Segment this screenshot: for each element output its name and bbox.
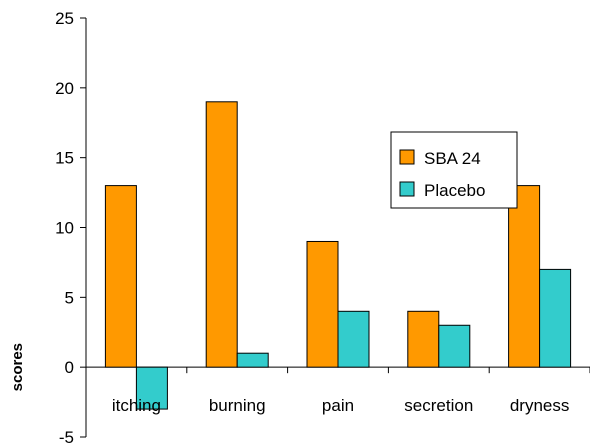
- y-axis-title: scores: [9, 343, 26, 391]
- y-tick-label: 20: [55, 79, 74, 98]
- y-tick-label: 5: [65, 288, 74, 307]
- y-tick-label: 15: [55, 149, 74, 168]
- y-tick-label: 25: [55, 9, 74, 28]
- bar-placebo-dryness: [539, 268, 572, 368]
- category-labels: itching burning pain secretion dryness: [112, 396, 570, 415]
- legend: SBA 24 Placebo: [390, 131, 518, 209]
- legend-label: SBA 24: [424, 149, 481, 168]
- bar-placebo-itching: [135, 366, 168, 410]
- category-label: dryness: [510, 396, 570, 415]
- y-tick-label: 0: [65, 358, 74, 377]
- x-axis-ticks: [85, 367, 590, 374]
- category-label: burning: [209, 396, 266, 415]
- category-label: itching: [112, 396, 161, 415]
- legend-swatch: [399, 181, 415, 197]
- bar-placebo-secretion: [438, 324, 471, 368]
- y-axis-ticks: -5 0 5 10 15 20 25: [55, 9, 86, 447]
- bar-sba24-itching: [104, 185, 137, 368]
- bar-sba24-secretion: [407, 310, 440, 368]
- y-tick-label: 10: [55, 219, 74, 238]
- bar-sba24-pain: [306, 240, 339, 368]
- bar-placebo-pain: [337, 310, 370, 368]
- bar-sba24-dryness: [508, 185, 541, 368]
- category-label: pain: [322, 396, 354, 415]
- bars: [104, 101, 572, 410]
- bar-placebo-burning: [236, 352, 269, 368]
- category-label: secretion: [404, 396, 473, 415]
- bar-sba24-burning: [205, 101, 238, 368]
- legend-label: Placebo: [424, 181, 485, 200]
- legend-swatch: [399, 149, 415, 165]
- y-tick-label: -5: [59, 428, 74, 447]
